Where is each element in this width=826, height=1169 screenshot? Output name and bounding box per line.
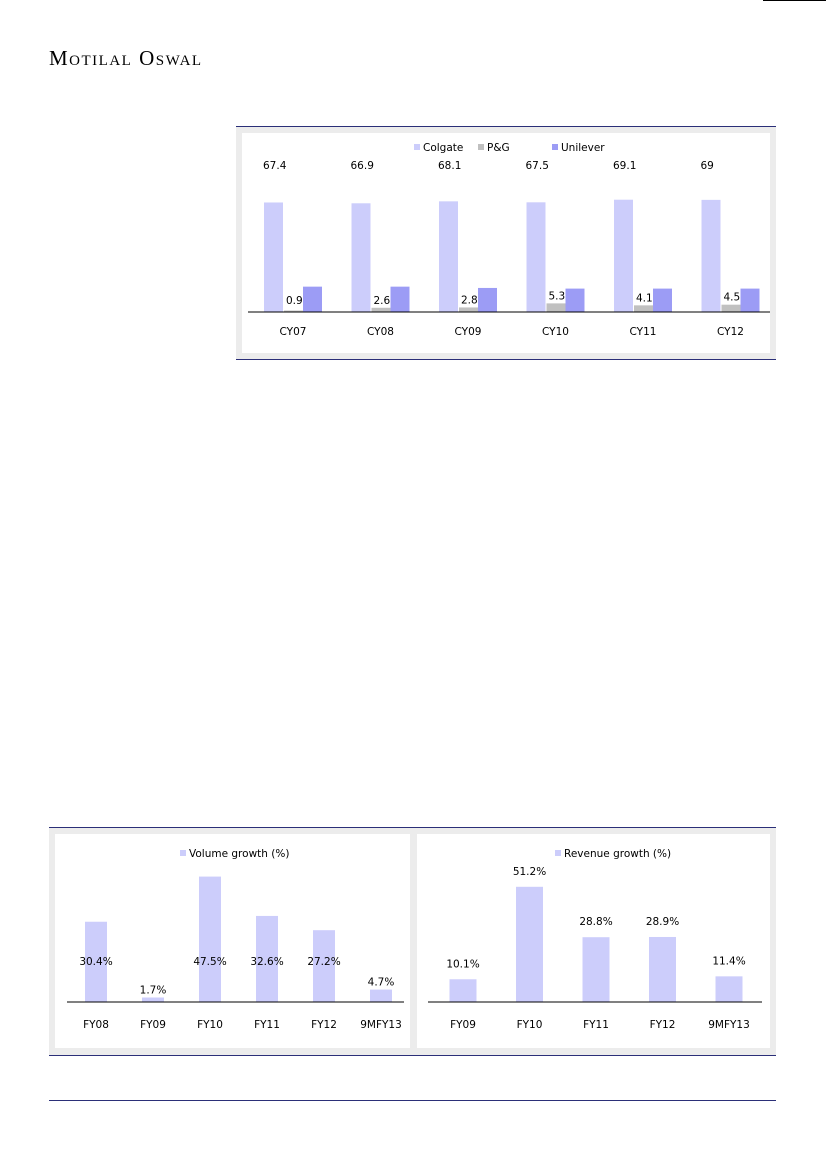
bar-3 [256,915,278,1002]
legend-swatch-2 [552,144,558,150]
data-label-1-1: 2.6 [374,295,391,307]
tick-label-1: FY10 [517,1019,543,1031]
data-label-4: 11.4% [712,955,745,967]
tick-label-3: FY11 [254,1019,280,1031]
data-label-1-3: 5.3 [549,290,566,302]
bar-0-1 [351,203,371,312]
brand-logo: Motilal Oswal [49,46,203,70]
bar-3 [649,936,676,1002]
bar-2-0 [303,286,322,312]
data-label-2: 28.8% [579,916,612,928]
data-label-3: 28.9% [646,916,679,928]
bar-0-3 [526,202,546,312]
market-share-chart-area: Colgate P&G Unilever 67.4 0.9 CY07 66.9 2.6 CY08… [242,133,770,353]
tick-label-0: CY07 [280,326,307,338]
data-label-0-4: 69.1 [613,160,636,172]
legend-label-0: Colgate [423,142,463,154]
legend-swatch [555,850,561,856]
data-label-1-5: 4.5 [724,292,741,304]
data-label-1: 1.7% [140,985,167,997]
bar-0 [449,979,477,1002]
data-label-2: 47.5% [193,956,226,968]
revenue-growth-chart: Revenue growth (%) 10.1% FY09 51.2% FY10 28.8… [428,848,762,1031]
data-label-0: 10.1% [446,958,479,970]
market-share-panel: Colgate P&G Unilever 67.4 0.9 CY07 66.9 2.6 CY08… [236,126,776,360]
data-label-0-1: 66.9 [351,160,374,172]
volume-growth-chart: Volume growth (%) 30.4% FY08 1.7% FY09 47.5% F… [67,848,404,1031]
data-label-0-3: 67.5 [526,160,549,172]
volume-chart-area: Volume growth (%) 30.4% FY08 1.7% FY09 47.5% F… [55,834,410,1048]
data-label-1-0: 0.9 [286,295,303,307]
data-label-0-2: 68.1 [438,160,461,172]
data-label-0-5: 69 [701,160,714,172]
bar-1 [516,886,543,1002]
growth-panel: Volume growth (%) 30.4% FY08 1.7% FY09 47.5% F… [49,827,776,1056]
bar-4 [313,930,335,1002]
bar-0-2 [439,201,458,312]
tick-label-2: CY09 [455,326,482,338]
data-label-1: 51.2% [513,866,546,878]
data-label-4: 27.2% [307,956,340,968]
revenue-chart-area: Revenue growth (%) 10.1% FY09 51.2% FY10 28.8… [417,834,770,1048]
tick-label-0: FY09 [450,1019,476,1031]
bar-0-0 [264,202,283,312]
bar-2-4 [653,288,672,312]
bar-1-4 [634,305,653,312]
bar-1-3 [546,303,566,312]
data-label-1-4: 4.1 [636,292,653,304]
bar-2 [582,937,610,1002]
data-label-1-2: 2.8 [461,294,478,306]
bar-2-3 [565,288,585,312]
bar-0-4 [614,199,633,312]
bar-2-1 [390,286,410,312]
footer-rule [49,1100,776,1101]
data-label-5: 4.7% [368,977,395,989]
bar-0 [85,921,107,1002]
legend-swatch-0 [414,144,420,150]
tick-label-0: FY08 [83,1019,109,1031]
data-label-0: 30.4% [79,956,112,968]
bar-2-5 [740,288,760,312]
legend-label-2: Unilever [561,142,605,154]
tick-label-4: 9MFY13 [708,1019,750,1031]
legend-label-1: P&G [487,142,510,154]
data-label-0-0: 67.4 [263,160,287,172]
market-share-chart: Colgate P&G Unilever 67.4 0.9 CY07 66.9 2.6 CY08… [248,142,770,338]
bar-1 [142,997,164,1002]
legend-swatch [180,850,186,856]
bar-1-2 [459,307,478,312]
legend-label: Revenue growth (%) [564,848,671,860]
top-corner-rule [763,0,826,1]
tick-label-1: FY09 [140,1019,166,1031]
tick-label-3: CY10 [542,326,569,338]
data-label-3: 32.6% [250,956,283,968]
tick-label-5: 9MFY13 [360,1019,402,1031]
tick-label-1: CY08 [367,326,394,338]
bar-1-0 [284,310,303,312]
tick-label-4: CY11 [630,326,657,338]
tick-label-4: FY12 [311,1019,337,1031]
legend-swatch-1 [478,144,484,150]
tick-label-2: FY11 [583,1019,609,1031]
bar-4 [715,976,743,1002]
bar-5 [370,989,392,1002]
bar-2 [199,876,221,1002]
tick-label-2: FY10 [197,1019,223,1031]
bar-1-1 [371,307,391,312]
bar-0-5 [701,199,721,312]
tick-label-5: CY12 [717,326,744,338]
legend-label: Volume growth (%) [189,848,289,860]
tick-label-3: FY12 [650,1019,676,1031]
bar-2-2 [478,287,497,312]
bar-1-5 [721,304,741,312]
